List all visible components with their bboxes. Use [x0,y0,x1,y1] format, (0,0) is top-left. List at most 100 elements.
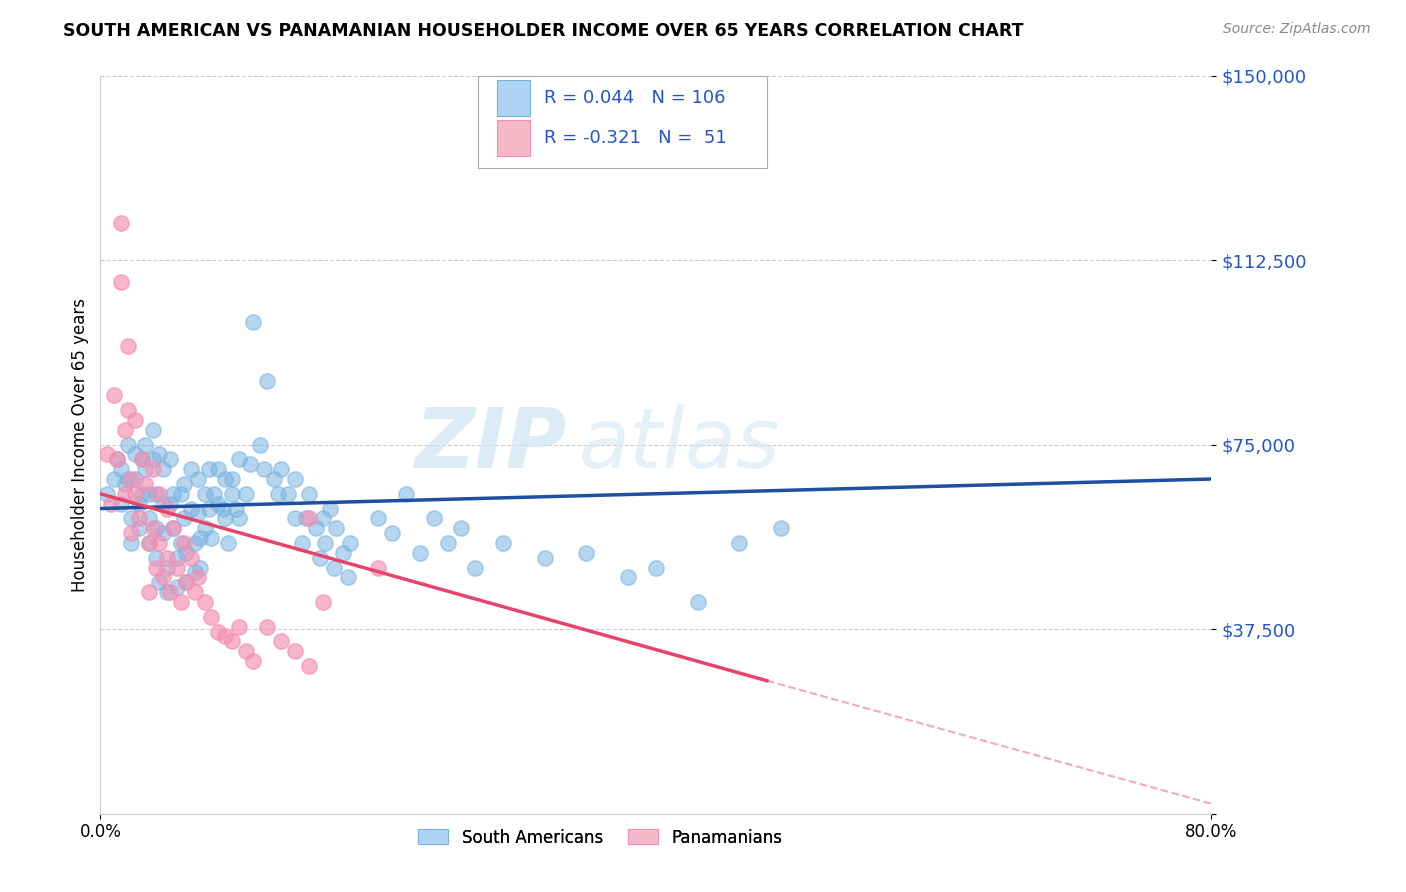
Point [291,536,314,550]
Point [145,521,167,535]
Point [145,550,167,565]
Point [124,472,146,486]
Point [197,462,219,476]
Point [644,560,666,574]
Point [145,487,167,501]
Point [142,452,165,467]
Point [156,501,179,516]
Point [228,452,250,467]
Point [322,560,344,574]
Point [128,497,150,511]
Point [117,437,139,451]
Point [464,560,486,574]
Point [110,216,132,230]
Point [332,546,354,560]
Point [166,560,188,574]
Point [450,521,472,535]
Point [242,314,264,328]
Point [128,511,150,525]
Point [134,477,156,491]
Point [284,644,307,658]
Point [152,462,174,476]
Point [124,487,146,501]
Point [152,497,174,511]
Point [728,536,751,550]
Point [148,536,170,550]
Point [769,521,792,535]
Point [533,550,555,565]
Point [145,560,167,574]
Point [159,585,181,599]
Point [314,536,336,550]
Point [436,536,458,550]
Point [193,521,215,535]
Point [207,624,229,639]
Point [131,452,153,467]
Point [184,585,207,599]
Point [148,575,170,590]
Point [409,546,432,560]
Point [253,462,276,476]
Point [170,595,193,609]
Point [221,472,243,486]
Point [367,511,389,525]
Point [166,580,188,594]
Point [325,521,347,535]
Point [235,644,257,658]
Point [120,511,142,525]
Point [575,546,598,560]
Point [124,447,146,461]
Point [166,550,188,565]
Point [318,501,340,516]
Point [120,536,142,550]
Point [339,536,361,550]
Point [304,521,326,535]
Point [284,472,307,486]
Point [270,462,292,476]
Point [235,487,257,501]
Point [617,570,640,584]
Point [256,619,278,633]
Point [105,452,128,467]
Point [207,497,229,511]
Text: ZIP: ZIP [415,404,567,485]
Point [249,437,271,451]
Point [138,487,160,501]
Point [148,447,170,461]
FancyBboxPatch shape [496,120,530,155]
Point [180,550,202,565]
Point [134,462,156,476]
Point [110,275,132,289]
Point [184,566,207,580]
Point [142,521,165,535]
Point [138,585,160,599]
Point [221,634,243,648]
Point [311,595,333,609]
Point [298,659,321,673]
Text: R = 0.044   N = 106: R = 0.044 N = 106 [544,89,725,107]
Point [239,457,262,471]
Point [142,423,165,437]
Point [336,570,359,584]
Point [284,511,307,525]
Point [173,511,195,525]
Point [256,374,278,388]
Point [298,511,321,525]
Point [202,487,225,501]
Legend: South Americans, Panamanians: South Americans, Panamanians [412,822,789,854]
Point [176,546,198,560]
Point [131,487,153,501]
Point [277,487,299,501]
Point [138,536,160,550]
Point [156,585,179,599]
Point [152,526,174,541]
Point [159,497,181,511]
Point [225,501,247,516]
Point [124,413,146,427]
Point [211,501,233,516]
Point [114,487,136,501]
Point [176,575,198,590]
Point [197,501,219,516]
Text: R = -0.321   N =  51: R = -0.321 N = 51 [544,128,727,147]
Point [187,472,209,486]
